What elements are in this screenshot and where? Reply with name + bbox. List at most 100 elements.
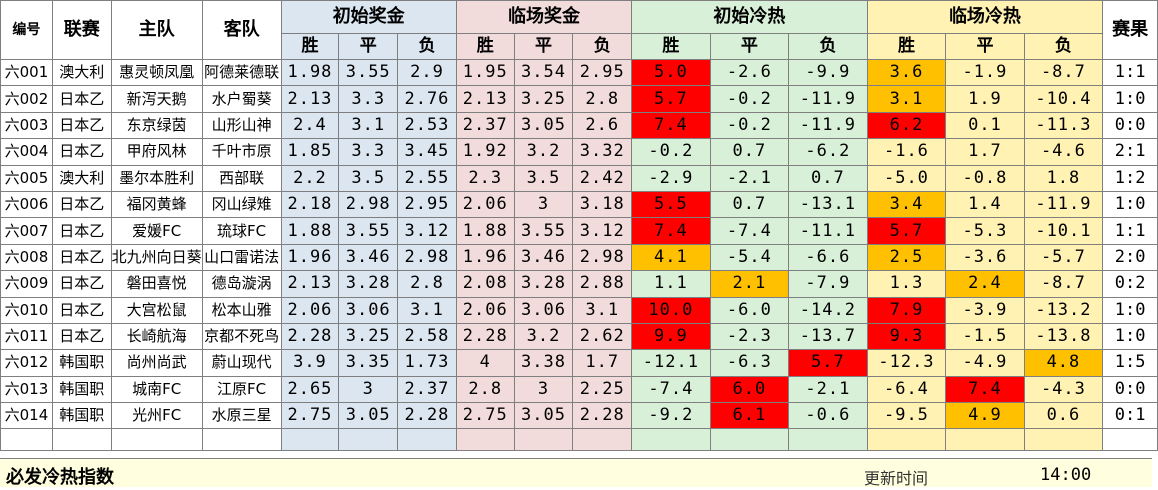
cell-live-heat-lose: -13.8 xyxy=(1023,322,1104,351)
cell-result: 1:0 xyxy=(1102,296,1158,324)
cell-init-heat-win: 9.9 xyxy=(631,322,711,351)
sub-draw: 平 xyxy=(709,33,790,60)
cell-league: 日本乙 xyxy=(51,190,112,219)
cell-league: 日本乙 xyxy=(51,85,112,113)
cell-init-heat-draw: 6.1 xyxy=(709,402,790,430)
cell-live-bonus-win: 2.06 xyxy=(455,190,515,219)
cell-live-bonus-win: 2.08 xyxy=(455,270,515,298)
cell-live-heat-lose: -4.3 xyxy=(1023,375,1104,404)
cell-live-bonus-win: 1.96 xyxy=(455,243,515,272)
cell-live-bonus-win: 4 xyxy=(455,349,515,377)
cell-result: 1:0 xyxy=(1102,322,1158,351)
cell-home-team: 尚州尚武 xyxy=(110,349,203,377)
sub-win: 胜 xyxy=(866,33,947,60)
cell-live-bonus-draw: 3.55 xyxy=(513,217,574,245)
cell-init-heat-win: -9.2 xyxy=(631,402,711,430)
cell-id: 六014 xyxy=(0,402,53,430)
cell-live-heat-draw: -4.9 xyxy=(945,349,1025,377)
cell-init-heat-draw: -6.0 xyxy=(709,296,790,324)
cell-id: 六001 xyxy=(0,58,53,87)
sub-draw: 平 xyxy=(945,33,1025,60)
sub-win: 胜 xyxy=(280,33,340,60)
cell-init-heat-win: 5.7 xyxy=(631,85,711,113)
cell-league: 韩国职 xyxy=(51,349,112,377)
cell-live-heat-draw: 1.7 xyxy=(945,138,1025,166)
cell-live-bonus-win: 2.37 xyxy=(455,111,515,140)
cell-init-heat-draw: -6.3 xyxy=(709,349,790,377)
header-live-bonus: 临场奖金 xyxy=(455,0,633,34)
cell-result: 1:0 xyxy=(1102,85,1158,113)
cell-init-bonus-draw: 3.05 xyxy=(338,402,399,430)
cell-init-bonus-draw: 3.46 xyxy=(338,243,399,272)
cell-init-heat-win: -7.4 xyxy=(631,375,711,404)
table-row: 六013 韩国职 城南FC 江原FC 2.65 3 2.37 2.8 3 2.25 -7.4 6.0-… xyxy=(0,375,1158,404)
cell-init-bonus-lose: 2.53 xyxy=(397,111,457,140)
cell-live-heat-draw: 0.1 xyxy=(945,111,1025,140)
empty-cell xyxy=(1023,428,1104,452)
cell-live-bonus-win: 1.88 xyxy=(455,217,515,245)
header-id: 编号 xyxy=(0,0,53,60)
empty-cell xyxy=(709,428,790,452)
cell-home-team: 新泻天鹅 xyxy=(110,85,203,113)
cell-init-heat-lose: -11.9 xyxy=(788,85,868,113)
cell-init-bonus-draw: 2.98 xyxy=(338,190,399,219)
cell-live-heat-win: -5.0 xyxy=(866,164,947,192)
cell-init-heat-lose: -14.2 xyxy=(788,296,868,324)
update-time-label: 更新时间 xyxy=(864,469,929,488)
cell-live-bonus-lose: 2.25 xyxy=(572,375,633,404)
cell-away-team: 水原三星 xyxy=(201,402,282,430)
cell-live-heat-win: -1.6 xyxy=(866,138,947,166)
cell-live-bonus-win: 2.06 xyxy=(455,296,515,324)
table-row: 六009 日本乙 磐田喜悦 德岛漩涡 2.13 3.28 2.8 2.08 3.28 2.88 1.… xyxy=(0,270,1158,298)
cell-live-heat-draw: 7.4 xyxy=(945,375,1025,404)
header-league: 联赛 xyxy=(51,0,112,60)
empty-cell xyxy=(788,428,868,452)
cell-init-bonus-win: 1.85 xyxy=(280,138,340,166)
cell-init-heat-draw: 0.7 xyxy=(709,138,790,166)
cell-init-bonus-lose: 2.55 xyxy=(397,164,457,192)
cell-away-team: 山形山神 xyxy=(201,111,282,140)
cell-home-team: 甲府风林 xyxy=(110,138,203,166)
cell-live-heat-lose: -11.3 xyxy=(1023,111,1104,140)
cell-init-bonus-draw: 3.55 xyxy=(338,58,399,87)
cell-home-team: 爱媛FC xyxy=(110,217,203,245)
cell-live-bonus-lose: 1.7 xyxy=(572,349,633,377)
cell-live-heat-lose: -4.6 xyxy=(1023,138,1104,166)
sub-lose: 负 xyxy=(1023,33,1104,60)
cell-away-team: 京都不死鸟 xyxy=(201,322,282,351)
cell-init-heat-lose: -13.1 xyxy=(788,190,868,219)
cell-live-bonus-lose: 3.12 xyxy=(572,217,633,245)
cell-live-heat-draw: -1.9 xyxy=(945,58,1025,87)
cell-init-heat-draw: -2.3 xyxy=(709,322,790,351)
cell-live-heat-win: 3.4 xyxy=(866,190,947,219)
cell-live-heat-lose: -10.1 xyxy=(1023,217,1104,245)
cell-live-heat-lose: -8.7 xyxy=(1023,58,1104,87)
cell-live-heat-draw: 4.9 xyxy=(945,402,1025,430)
cell-home-team: 福冈黄蜂 xyxy=(110,190,203,219)
cell-result: 1:5 xyxy=(1102,349,1158,377)
cell-live-heat-draw: 2.4 xyxy=(945,270,1025,298)
table-row: 六003 日本乙 东京绿茵 山形山神 2.4 3.1 2.53 2.37 3.05 2.6 7.4-… xyxy=(0,111,1158,140)
cell-live-bonus-draw: 3.05 xyxy=(513,402,574,430)
sub-lose: 负 xyxy=(572,33,633,60)
cell-live-heat-win: -9.5 xyxy=(866,402,947,430)
update-time-value: 14:00 xyxy=(1040,465,1092,485)
cell-live-bonus-win: 1.95 xyxy=(455,58,515,87)
cell-result: 0:0 xyxy=(1102,111,1158,140)
cell-result: 1:1 xyxy=(1102,217,1158,245)
cell-init-bonus-win: 2.06 xyxy=(280,296,340,324)
cell-init-bonus-lose: 2.37 xyxy=(397,375,457,404)
cell-live-heat-win: -6.4 xyxy=(866,375,947,404)
header-init-heat: 初始冷热 xyxy=(631,0,868,34)
sub-lose: 负 xyxy=(788,33,868,60)
cell-init-heat-draw: -2.1 xyxy=(709,164,790,192)
table-row: 六010 日本乙 大宫松鼠 松本山雅 2.06 3.06 3.1 2.06 3.06 3.1 10.… xyxy=(0,296,1158,324)
footer-bar: 必发冷热指数 更新时间 14:00 xyxy=(0,458,1152,488)
cell-init-bonus-draw: 3.28 xyxy=(338,270,399,298)
cell-league: 日本乙 xyxy=(51,217,112,245)
cell-live-bonus-lose: 3.1 xyxy=(572,296,633,324)
empty-cell xyxy=(513,428,574,452)
cell-league: 澳大利 xyxy=(51,58,112,87)
cell-live-heat-win: -12.3 xyxy=(866,349,947,377)
